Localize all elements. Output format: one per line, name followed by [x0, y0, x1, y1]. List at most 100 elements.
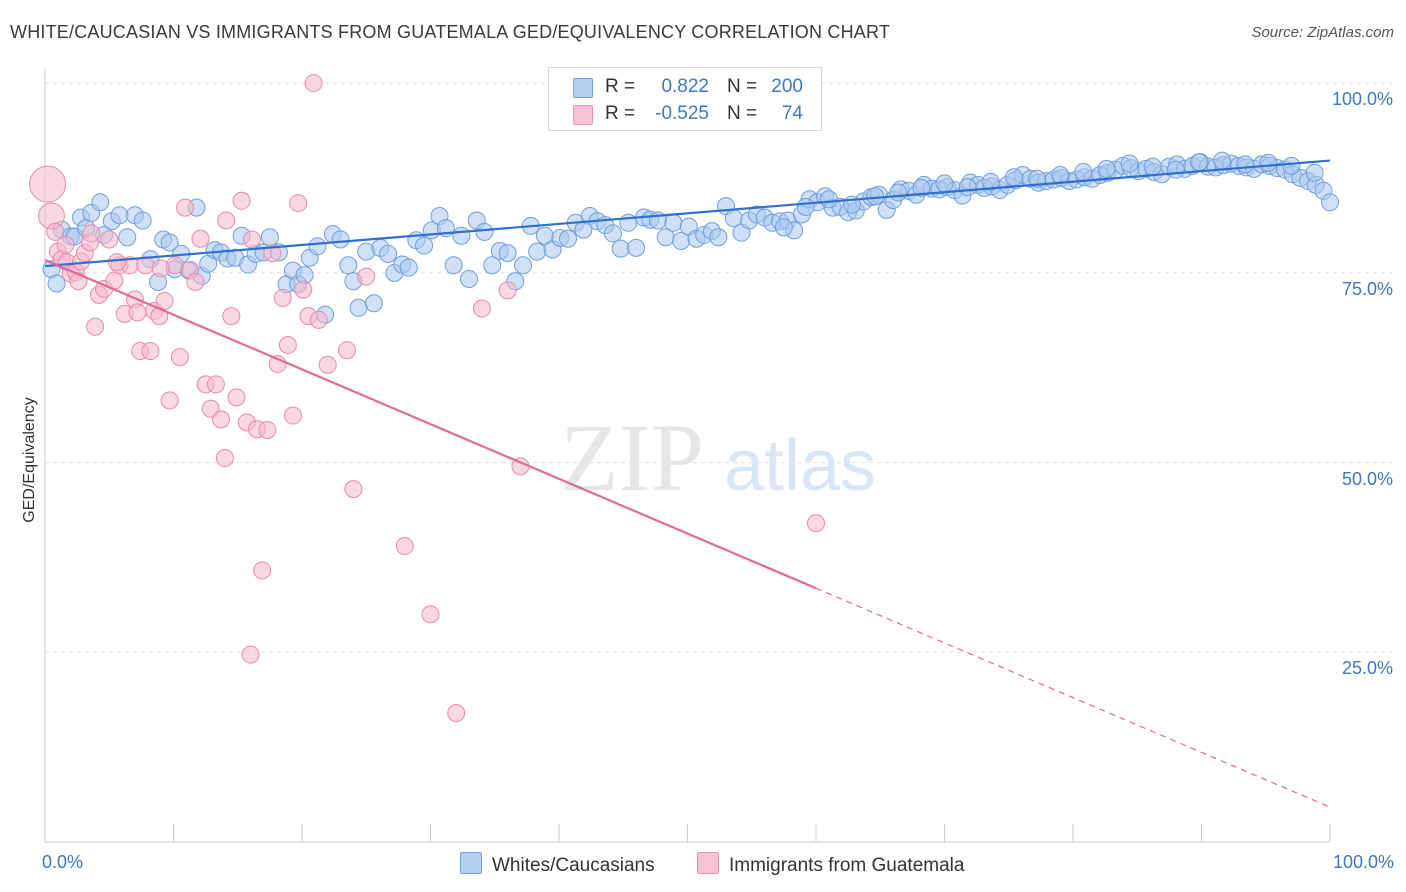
point-whites: [558, 229, 577, 248]
y-tick-label: 75.0%: [1341, 278, 1393, 299]
point-guatemala: [344, 480, 363, 499]
series-guatemala-points: [29, 74, 825, 722]
point-guatemala: [222, 307, 241, 326]
point-guatemala: [421, 605, 440, 624]
point-whites: [399, 258, 418, 277]
point-whites: [514, 256, 533, 275]
legend-r-label: R =: [605, 76, 636, 97]
point-whites: [498, 244, 517, 263]
point-guatemala: [337, 341, 356, 360]
x-tick-label: 0.0%: [42, 852, 84, 872]
point-whites: [308, 237, 327, 256]
point-guatemala: [100, 230, 119, 249]
point-whites: [528, 242, 547, 261]
point-whites: [819, 190, 838, 209]
y-tick-label: 50.0%: [1341, 468, 1393, 489]
point-guatemala: [160, 391, 179, 410]
legend-n-value: 74: [781, 103, 803, 124]
point-whites: [1305, 163, 1324, 182]
point-guatemala: [128, 303, 147, 322]
legend-n-label: N =: [727, 76, 758, 97]
point-whites: [475, 222, 494, 241]
point-whites: [331, 230, 350, 249]
point-guatemala: [309, 310, 328, 329]
point-whites: [444, 256, 463, 275]
legend-label-guatemala: Immigrants from Guatemala: [729, 855, 965, 876]
point-whites: [1189, 153, 1208, 172]
point-whites: [1321, 193, 1339, 212]
watermark: ZIP atlas: [560, 404, 876, 511]
point-guatemala: [141, 342, 160, 361]
point-whites: [627, 238, 646, 257]
point-whites: [1143, 157, 1162, 176]
point-whites: [1051, 165, 1070, 184]
point-guatemala: [253, 561, 272, 580]
point-guatemala: [86, 317, 105, 336]
point-whites: [664, 213, 683, 232]
trend-line-guatemala: [44, 258, 817, 590]
point-whites: [47, 274, 66, 293]
point-guatemala: [191, 229, 210, 248]
point-whites: [339, 256, 358, 275]
point-whites: [1236, 155, 1255, 174]
point-guatemala: [155, 291, 174, 310]
legend-r-value: 0.822: [661, 76, 709, 97]
point-guatemala: [807, 514, 825, 533]
point-guatemala: [206, 375, 225, 394]
point-guatemala: [357, 267, 376, 286]
point-guatemala: [278, 335, 297, 354]
point-guatemala: [186, 272, 205, 291]
point-guatemala: [289, 194, 308, 213]
point-guatemala: [294, 280, 313, 299]
point-whites: [912, 178, 931, 197]
point-guatemala: [472, 299, 491, 318]
point-whites: [260, 228, 279, 247]
point-whites: [866, 187, 885, 206]
point-whites: [1166, 160, 1185, 179]
point-guatemala: [498, 281, 517, 300]
point-whites: [935, 174, 954, 193]
point-guatemala: [46, 222, 65, 241]
trend-layer: [44, 159, 1331, 808]
point-whites: [1213, 151, 1232, 170]
point-guatemala: [151, 259, 170, 278]
point-whites: [1282, 156, 1301, 175]
chart-source: Source: ZipAtlas.com: [1251, 24, 1394, 41]
point-whites: [774, 218, 793, 237]
point-guatemala: [82, 224, 101, 243]
watermark-atlas: atlas: [724, 426, 876, 506]
point-guatemala: [304, 74, 323, 93]
stats-legend: R = 0.822 N = 200 R = -0.525 N = 74: [548, 67, 822, 131]
point-guatemala: [170, 348, 189, 367]
point-whites: [349, 298, 368, 317]
point-guatemala: [263, 244, 282, 263]
point-guatemala: [215, 449, 234, 468]
point-whites: [415, 236, 434, 255]
point-whites: [1004, 168, 1023, 187]
trend-line-whites: [44, 159, 1331, 268]
stats-legend-row-whites: R = 0.822 N = 200: [549, 73, 821, 101]
point-guatemala: [318, 355, 337, 374]
point-guatemala: [56, 235, 75, 254]
point-whites: [1259, 153, 1278, 172]
point-guatemala: [258, 420, 277, 439]
point-whites: [118, 228, 137, 247]
point-guatemala: [217, 211, 236, 230]
y-tick-label: 100.0%: [1331, 89, 1393, 110]
legend-r-value: -0.525: [655, 103, 709, 124]
point-whites: [981, 172, 1000, 191]
point-whites: [364, 294, 383, 313]
point-whites: [160, 233, 179, 252]
legend-item-guatemala[interactable]: Immigrants from Guatemala: [697, 852, 964, 876]
point-guatemala: [29, 165, 67, 203]
legend-label-whites: Whites/Caucasians: [492, 855, 655, 876]
watermark-zip: ZIP: [560, 404, 704, 511]
legend-item-whites[interactable]: Whites/Caucasians: [460, 852, 655, 876]
point-whites: [483, 256, 502, 275]
point-guatemala: [227, 388, 246, 407]
point-guatemala: [447, 704, 466, 722]
legend-swatch-blue: [573, 78, 593, 98]
point-whites: [603, 224, 622, 243]
point-guatemala: [107, 253, 126, 272]
